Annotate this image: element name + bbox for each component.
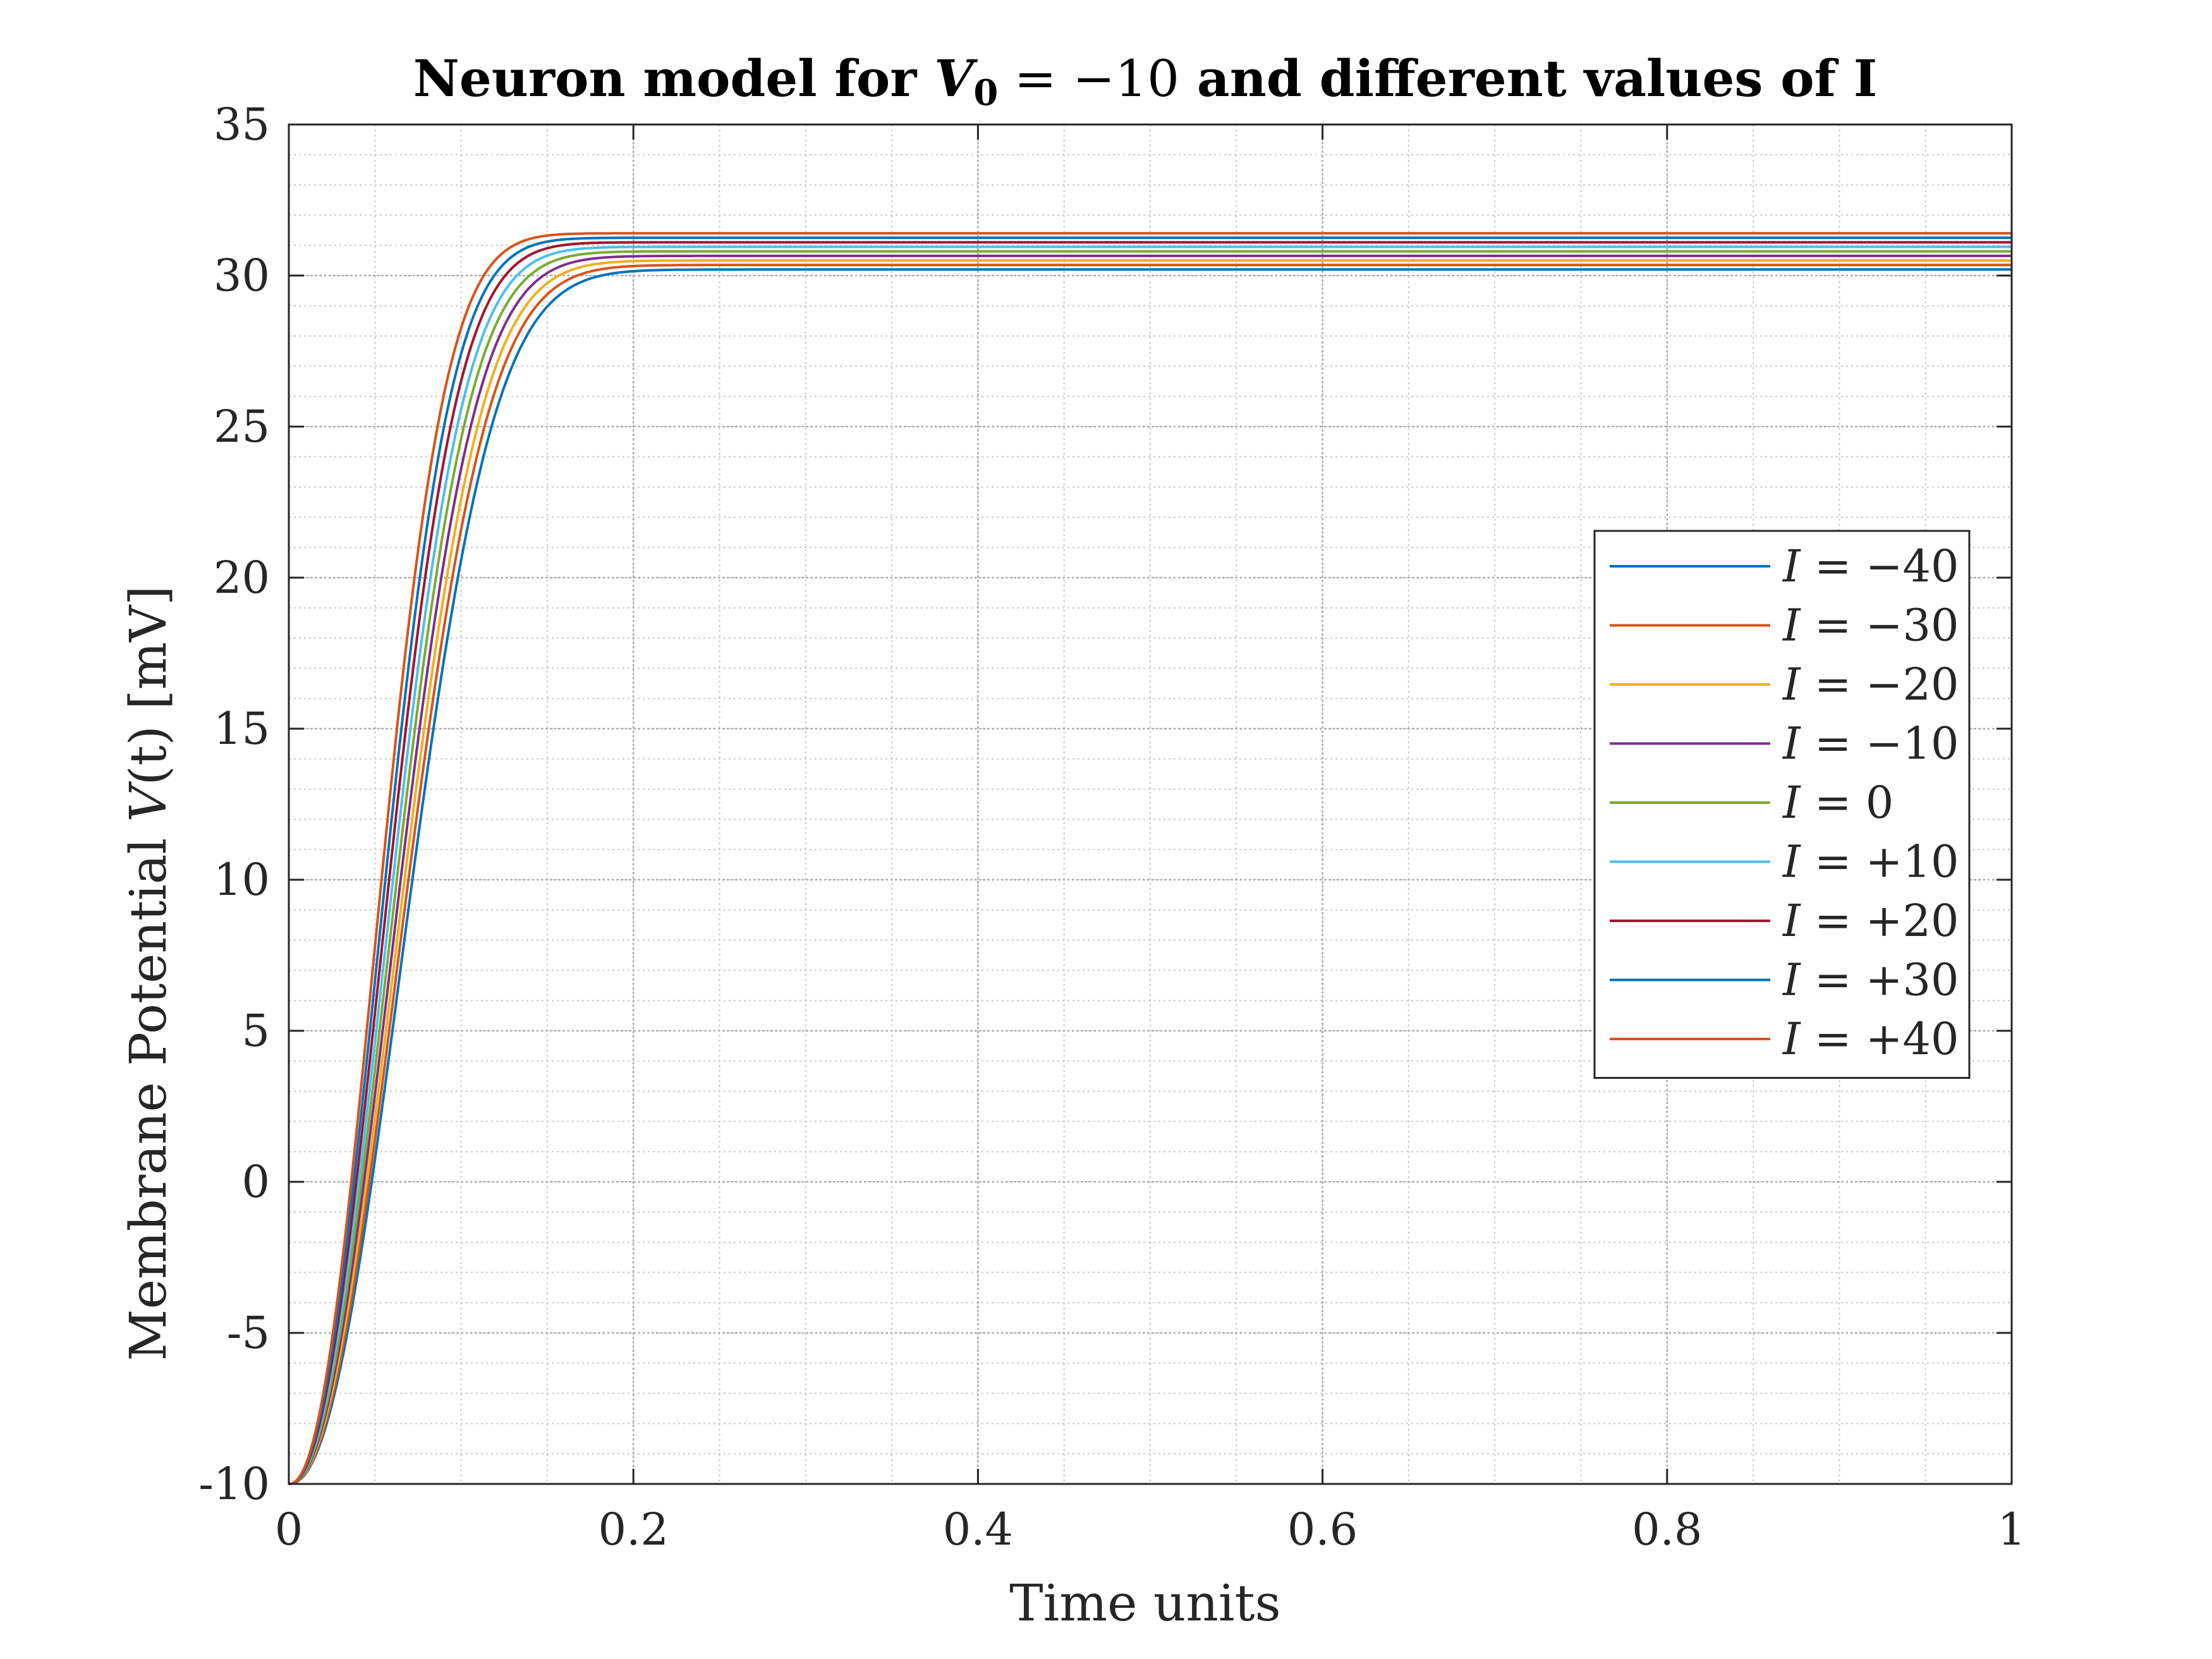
series-line <box>288 254 2012 1485</box>
legend-entry: I = +10 <box>1610 836 1959 888</box>
legend: I = −40 I = −30 I = −20 I = −10 I = 0 I = +10… <box>1593 530 1971 1079</box>
series-layer <box>288 232 2012 1485</box>
x-tick-label: 0.2 <box>599 1504 669 1555</box>
y-tick-label: 30 <box>214 250 270 301</box>
y-tick-label: 0 <box>241 1156 270 1208</box>
y-tick-label: 35 <box>214 99 270 150</box>
legend-label: I = 0 <box>1782 777 1893 829</box>
tick-marks <box>288 123 2013 1485</box>
legend-entry: I = −30 <box>1610 600 1959 652</box>
x-tick-label: 0.8 <box>1632 1504 1702 1555</box>
y-tick-labels: -10 -5 0 5 10 15 20 25 30 35 <box>198 99 270 1510</box>
legend-label: I = −40 <box>1782 540 1959 592</box>
x-tick-label: 0.4 <box>943 1504 1013 1555</box>
x-tick-label: 0.6 <box>1287 1504 1358 1555</box>
y-tick-label: 15 <box>214 703 270 755</box>
legend-label: I = +10 <box>1782 836 1959 888</box>
series-line <box>288 241 2012 1485</box>
legend-entry: I = −10 <box>1610 718 1959 770</box>
legend-entries: I = −40 I = −30 I = −20 I = −10 I = 0 I = +10… <box>1610 540 1959 1065</box>
legend-label: I = −10 <box>1782 718 1959 770</box>
series-line <box>288 232 2012 1485</box>
series-line <box>288 268 2012 1485</box>
legend-label: I = +40 <box>1782 1013 1959 1065</box>
legend-entry: I = +20 <box>1610 895 1959 947</box>
y-axis-label: Membrane Potential V(t) [mV] <box>119 586 178 1361</box>
y-tick-label: 25 <box>214 401 270 453</box>
legend-box <box>1593 530 1971 1079</box>
y-tick-label: -10 <box>198 1458 270 1510</box>
series-line <box>288 259 2012 1485</box>
y-tick-label: 5 <box>241 1005 270 1057</box>
legend-label: I = +30 <box>1782 954 1959 1006</box>
y-tick-label: 10 <box>214 854 270 906</box>
chart-title: Neuron model for V0 = −10 and different … <box>413 49 1878 114</box>
y-tick-label: -5 <box>227 1307 270 1359</box>
legend-label: I = −20 <box>1782 659 1959 710</box>
series-line <box>288 245 2012 1485</box>
x-tick-label: 1 <box>1998 1504 2026 1555</box>
legend-entry: I = −20 <box>1610 659 1959 710</box>
x-tick-labels: 0 0.2 0.4 0.6 0.8 1 <box>275 1504 2026 1555</box>
legend-entry: I = 0 <box>1610 777 1893 829</box>
legend-entry: I = +30 <box>1610 954 1959 1006</box>
series-line <box>288 236 2012 1485</box>
axes-box <box>288 123 2013 1485</box>
series-line <box>288 250 2012 1485</box>
legend-label: I = +20 <box>1782 895 1959 947</box>
x-axis-label: Time units <box>1009 1574 1280 1632</box>
legend-entry: I = +40 <box>1610 1013 1959 1065</box>
series-line <box>288 264 2012 1485</box>
legend-label: I = −30 <box>1782 600 1959 652</box>
y-tick-label: 20 <box>214 552 270 604</box>
legend-entry: I = −40 <box>1610 540 1959 592</box>
x-tick-label: 0 <box>275 1504 303 1555</box>
